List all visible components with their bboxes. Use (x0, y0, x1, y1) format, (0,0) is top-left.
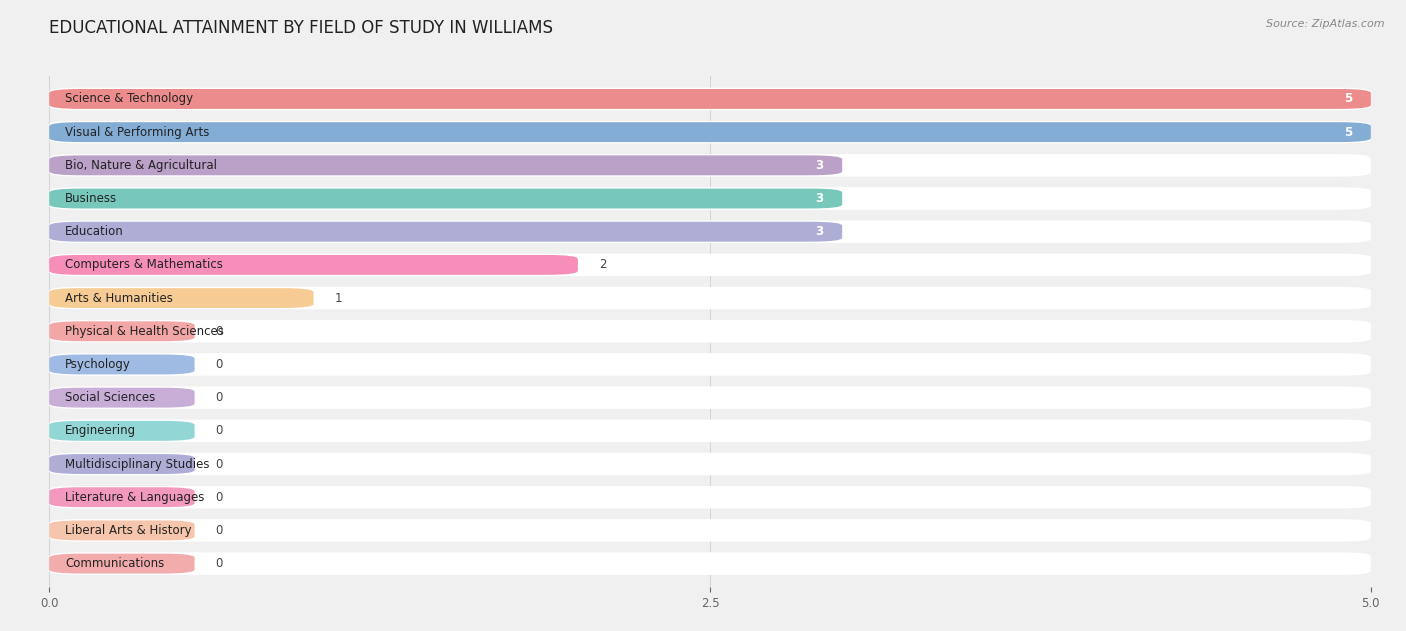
FancyBboxPatch shape (49, 453, 1371, 475)
Text: Social Sciences: Social Sciences (65, 391, 155, 404)
Text: 5: 5 (1344, 93, 1353, 105)
FancyBboxPatch shape (49, 353, 1371, 375)
FancyBboxPatch shape (49, 287, 1371, 309)
FancyBboxPatch shape (49, 189, 842, 208)
Text: Psychology: Psychology (65, 358, 131, 371)
Text: 3: 3 (815, 159, 824, 172)
FancyBboxPatch shape (49, 187, 1371, 209)
FancyBboxPatch shape (49, 553, 194, 574)
FancyBboxPatch shape (49, 89, 1371, 109)
FancyBboxPatch shape (49, 320, 1371, 343)
FancyBboxPatch shape (49, 321, 194, 341)
FancyBboxPatch shape (49, 519, 1371, 541)
Text: 3: 3 (815, 192, 824, 205)
FancyBboxPatch shape (49, 521, 194, 540)
Text: Bio, Nature & Agricultural: Bio, Nature & Agricultural (65, 159, 217, 172)
Text: 0: 0 (215, 358, 224, 371)
FancyBboxPatch shape (49, 220, 1371, 243)
Text: 5: 5 (1344, 126, 1353, 139)
FancyBboxPatch shape (49, 88, 1371, 110)
FancyBboxPatch shape (49, 355, 194, 374)
Text: 0: 0 (215, 325, 224, 338)
Text: EDUCATIONAL ATTAINMENT BY FIELD OF STUDY IN WILLIAMS: EDUCATIONAL ATTAINMENT BY FIELD OF STUDY… (49, 19, 553, 37)
FancyBboxPatch shape (49, 288, 314, 308)
FancyBboxPatch shape (49, 121, 1371, 143)
Text: Communications: Communications (65, 557, 165, 570)
FancyBboxPatch shape (49, 552, 1371, 575)
Text: Literature & Languages: Literature & Languages (65, 491, 204, 504)
Text: Arts & Humanities: Arts & Humanities (65, 292, 173, 305)
FancyBboxPatch shape (49, 387, 194, 408)
Text: Visual & Performing Arts: Visual & Performing Arts (65, 126, 209, 139)
Text: 2: 2 (599, 259, 606, 271)
Text: 0: 0 (215, 524, 224, 537)
FancyBboxPatch shape (49, 155, 842, 175)
FancyBboxPatch shape (49, 386, 1371, 409)
Text: Education: Education (65, 225, 124, 239)
FancyBboxPatch shape (49, 122, 1371, 142)
FancyBboxPatch shape (49, 486, 1371, 509)
FancyBboxPatch shape (49, 420, 1371, 442)
Text: 1: 1 (335, 292, 342, 305)
Text: 0: 0 (215, 457, 224, 471)
Text: Computers & Mathematics: Computers & Mathematics (65, 259, 224, 271)
FancyBboxPatch shape (49, 421, 194, 441)
Text: 0: 0 (215, 557, 224, 570)
Text: Liberal Arts & History: Liberal Arts & History (65, 524, 191, 537)
FancyBboxPatch shape (49, 221, 842, 242)
Text: Multidisciplinary Studies: Multidisciplinary Studies (65, 457, 209, 471)
FancyBboxPatch shape (49, 487, 194, 507)
FancyBboxPatch shape (49, 254, 1371, 276)
Text: 0: 0 (215, 491, 224, 504)
FancyBboxPatch shape (49, 454, 194, 474)
FancyBboxPatch shape (49, 255, 578, 275)
Text: Physical & Health Sciences: Physical & Health Sciences (65, 325, 224, 338)
Text: Engineering: Engineering (65, 424, 136, 437)
Text: Business: Business (65, 192, 117, 205)
Text: 3: 3 (815, 225, 824, 239)
Text: Source: ZipAtlas.com: Source: ZipAtlas.com (1267, 19, 1385, 29)
FancyBboxPatch shape (49, 154, 1371, 177)
Text: 0: 0 (215, 424, 224, 437)
Text: Science & Technology: Science & Technology (65, 93, 193, 105)
Text: 0: 0 (215, 391, 224, 404)
